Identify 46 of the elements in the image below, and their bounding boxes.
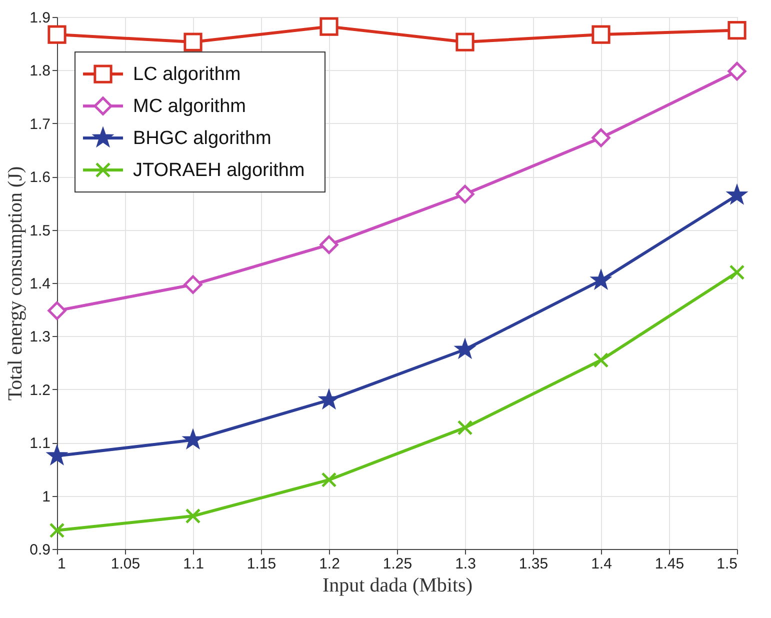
point (48, 25, 66, 44)
y-axis-title: Total energy consumption (J) (4, 166, 27, 401)
point (592, 128, 610, 148)
x-axis-title: Input dada (Mbits) (322, 574, 472, 596)
x-tick-label: 1.1 (183, 556, 204, 572)
x-tick-label: 1.15 (246, 556, 276, 572)
point (593, 352, 609, 368)
x-tick-label: 1.05 (110, 556, 140, 572)
x-tick-label: 1 (58, 556, 66, 572)
point (321, 472, 337, 488)
y-tick-label: 1.3 (30, 328, 50, 346)
point (184, 32, 202, 52)
y-tick-label: 1.4 (30, 276, 50, 292)
point (184, 275, 202, 294)
y-tick-label: 1.9 (30, 10, 50, 26)
x-tick-label: 1.35 (518, 556, 548, 572)
point (729, 264, 745, 280)
x-tick-label: 1.2 (319, 556, 340, 572)
y-tick-label: 0.9 (30, 542, 50, 558)
x-tick-label: 1.45 (654, 556, 684, 572)
point (320, 235, 338, 254)
y-tick-label: 1.8 (30, 62, 50, 80)
point (457, 420, 473, 436)
legend-label: MC algorithm (133, 96, 246, 117)
y-tick-label: 1.1 (30, 435, 50, 452)
point (728, 20, 746, 40)
y-tick-label: 1 (42, 488, 50, 506)
legend-label: BHGC algorithm (133, 128, 272, 149)
x-tick-label: 1.5 (716, 556, 738, 572)
x-tick-label: 1.3 (455, 556, 476, 572)
y-tick-label: 1.5 (30, 222, 50, 240)
point (456, 184, 474, 204)
legend-label: JTORAEH algorithm (133, 160, 305, 181)
point (320, 17, 338, 36)
y-tick-label: 1.2 (30, 382, 50, 399)
y-tick-label: 1.7 (30, 116, 50, 133)
legend-label: LC algorithm (133, 64, 241, 85)
point (185, 508, 201, 524)
y-tick-label: 1.6 (30, 169, 50, 186)
point (592, 25, 610, 44)
point (456, 32, 474, 52)
point (728, 62, 746, 81)
x-tick-label: 1.25 (382, 556, 412, 572)
x-tick-label: 1.4 (591, 556, 612, 572)
point (49, 522, 65, 538)
point (48, 301, 66, 320)
